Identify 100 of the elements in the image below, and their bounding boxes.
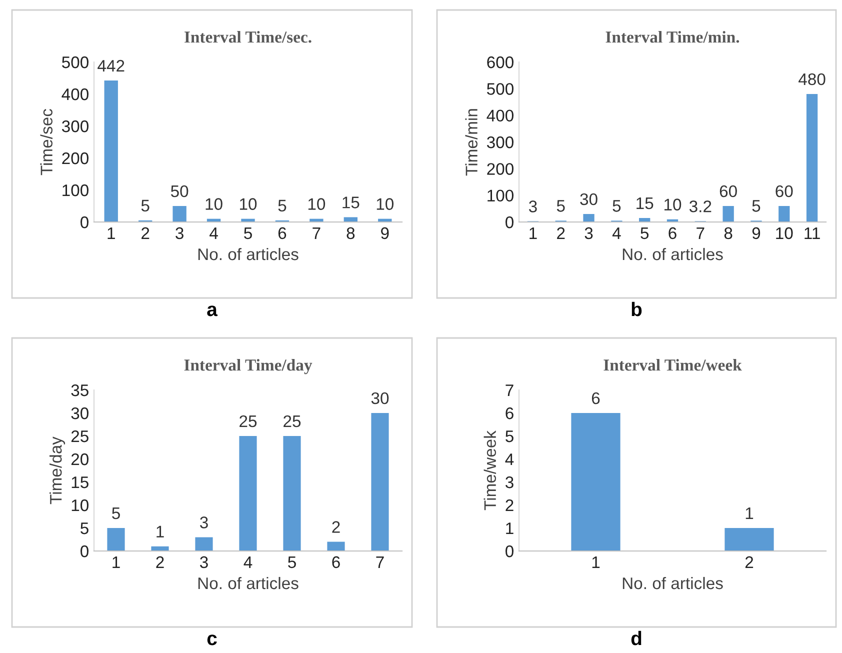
x-tick-label: 2 <box>142 227 150 239</box>
chart-title: Interval Time/sec. <box>184 30 312 43</box>
data-label: 15 <box>636 198 654 210</box>
y-tick-label: 15 <box>72 476 88 488</box>
y-tick-label: 5 <box>80 522 88 534</box>
x-tick-label: 3 <box>200 556 208 568</box>
y-tick-label: 300 <box>62 120 88 132</box>
data-label: 25 <box>240 415 257 428</box>
x-tick-label: 8 <box>724 227 732 240</box>
y-tick-label: 7 <box>506 384 514 396</box>
data-label: 1 <box>156 526 164 538</box>
x-tick-label: 2 <box>156 556 164 568</box>
data-label: 10 <box>308 198 326 210</box>
y-tick-label: 1 <box>506 522 514 534</box>
x-tick-label: 5 <box>244 227 252 240</box>
x-tick-label: 2 <box>557 227 565 239</box>
chart-title: Interval Time/day <box>184 358 312 374</box>
text: d <box>631 630 642 646</box>
y-tick-label: 0 <box>80 216 88 228</box>
x-tick-label: 10 <box>776 227 793 240</box>
y-tick-label: 20 <box>71 453 88 466</box>
y-tick-label: 200 <box>62 152 88 164</box>
y-tick-label: 35 <box>71 384 88 396</box>
text: a <box>207 306 218 316</box>
x-tick-label: 5 <box>640 227 649 240</box>
data-label: 442 <box>98 60 124 72</box>
x-tick-label: 6 <box>332 556 340 568</box>
y-axis-title: Time/min <box>465 109 478 176</box>
x-tick-label: 3 <box>584 227 593 240</box>
y-tick-label: 0 <box>506 545 514 558</box>
y-tick-label: 100 <box>488 190 514 202</box>
y-tick-label: 500 <box>487 83 514 95</box>
data-label: 10 <box>376 198 394 210</box>
y-tick-label: 10 <box>72 499 88 512</box>
y-tick-label: 2 <box>506 499 514 512</box>
y-tick-label: 400 <box>62 88 88 100</box>
y-axis-title: Time/week <box>484 430 496 510</box>
x-tick-label: 11 <box>804 227 820 239</box>
data-label: 480 <box>798 73 826 86</box>
x-tick-label: 9 <box>752 227 760 240</box>
data-label: 3 <box>528 200 537 212</box>
data-label: 2 <box>332 521 340 533</box>
data-label: 5 <box>556 200 565 212</box>
chart-title: Interval Time/min. <box>606 30 740 43</box>
data-label: 60 <box>776 185 793 198</box>
y-tick-label: 400 <box>486 110 514 122</box>
data-label: 5 <box>141 200 150 212</box>
y-axis-title: Time/day <box>50 436 66 504</box>
data-label: 30 <box>580 193 598 206</box>
x-tick-label: 1 <box>530 227 537 239</box>
text: b <box>632 302 642 316</box>
x-axis-title: No. of articles <box>622 576 723 590</box>
data-label: 15 <box>342 196 360 208</box>
x-tick-label: 2 <box>745 556 754 568</box>
data-label: 1 <box>746 508 754 519</box>
data-label: 5 <box>278 200 286 212</box>
data-label: 5 <box>752 200 760 212</box>
y-tick-label: 30 <box>71 407 88 420</box>
x-tick-label: 4 <box>210 227 218 239</box>
x-tick-label: 1 <box>108 227 115 239</box>
y-tick-label: 4 <box>505 454 514 466</box>
x-tick-label: 4 <box>612 227 621 239</box>
data-label: 5 <box>612 200 621 212</box>
y-tick-label: 5 <box>506 430 514 442</box>
data-label: 3 <box>200 516 208 528</box>
data-label: 10 <box>240 198 257 210</box>
y-tick-label: 100 <box>62 184 88 196</box>
data-label: 10 <box>206 198 222 210</box>
x-tick-label: 4 <box>244 556 252 568</box>
x-tick-label: 7 <box>696 227 704 239</box>
x-tick-label: 1 <box>592 556 600 568</box>
data-label: 5 <box>112 508 120 520</box>
chart-title: Interval Time/week <box>604 358 742 371</box>
x-axis-title: No. of articles <box>198 248 298 260</box>
x-tick-label: 6 <box>278 227 286 240</box>
data-label: 6 <box>592 392 600 404</box>
x-tick-label: 5 <box>288 556 296 568</box>
x-tick-label: 7 <box>376 556 384 568</box>
x-axis-title: No. of articles <box>622 248 723 260</box>
x-tick-label: 1 <box>112 556 120 568</box>
data-label: 30 <box>371 392 389 404</box>
x-tick-label: 8 <box>346 227 355 240</box>
data-label: 3.2 <box>689 200 712 212</box>
y-tick-label: 3 <box>506 476 514 488</box>
text: c <box>207 634 217 646</box>
data-label: 10 <box>664 198 682 210</box>
y-tick-label: 600 <box>487 56 514 68</box>
y-axis-title: Time/sec <box>40 108 52 176</box>
y-tick-label: 500 <box>62 56 88 68</box>
x-tick-label: 6 <box>668 227 676 240</box>
data-label: 60 <box>720 185 737 198</box>
x-axis-title: No. of articles <box>198 576 298 590</box>
x-tick-label: 3 <box>176 227 184 240</box>
x-tick-label: 7 <box>312 227 320 239</box>
y-tick-label: 200 <box>487 163 514 175</box>
data-label: 25 <box>284 415 301 428</box>
data-label: 50 <box>170 185 188 198</box>
x-tick-label: 9 <box>381 227 389 240</box>
y-tick-label: 0 <box>80 545 88 558</box>
y-tick-label: 0 <box>506 216 514 228</box>
